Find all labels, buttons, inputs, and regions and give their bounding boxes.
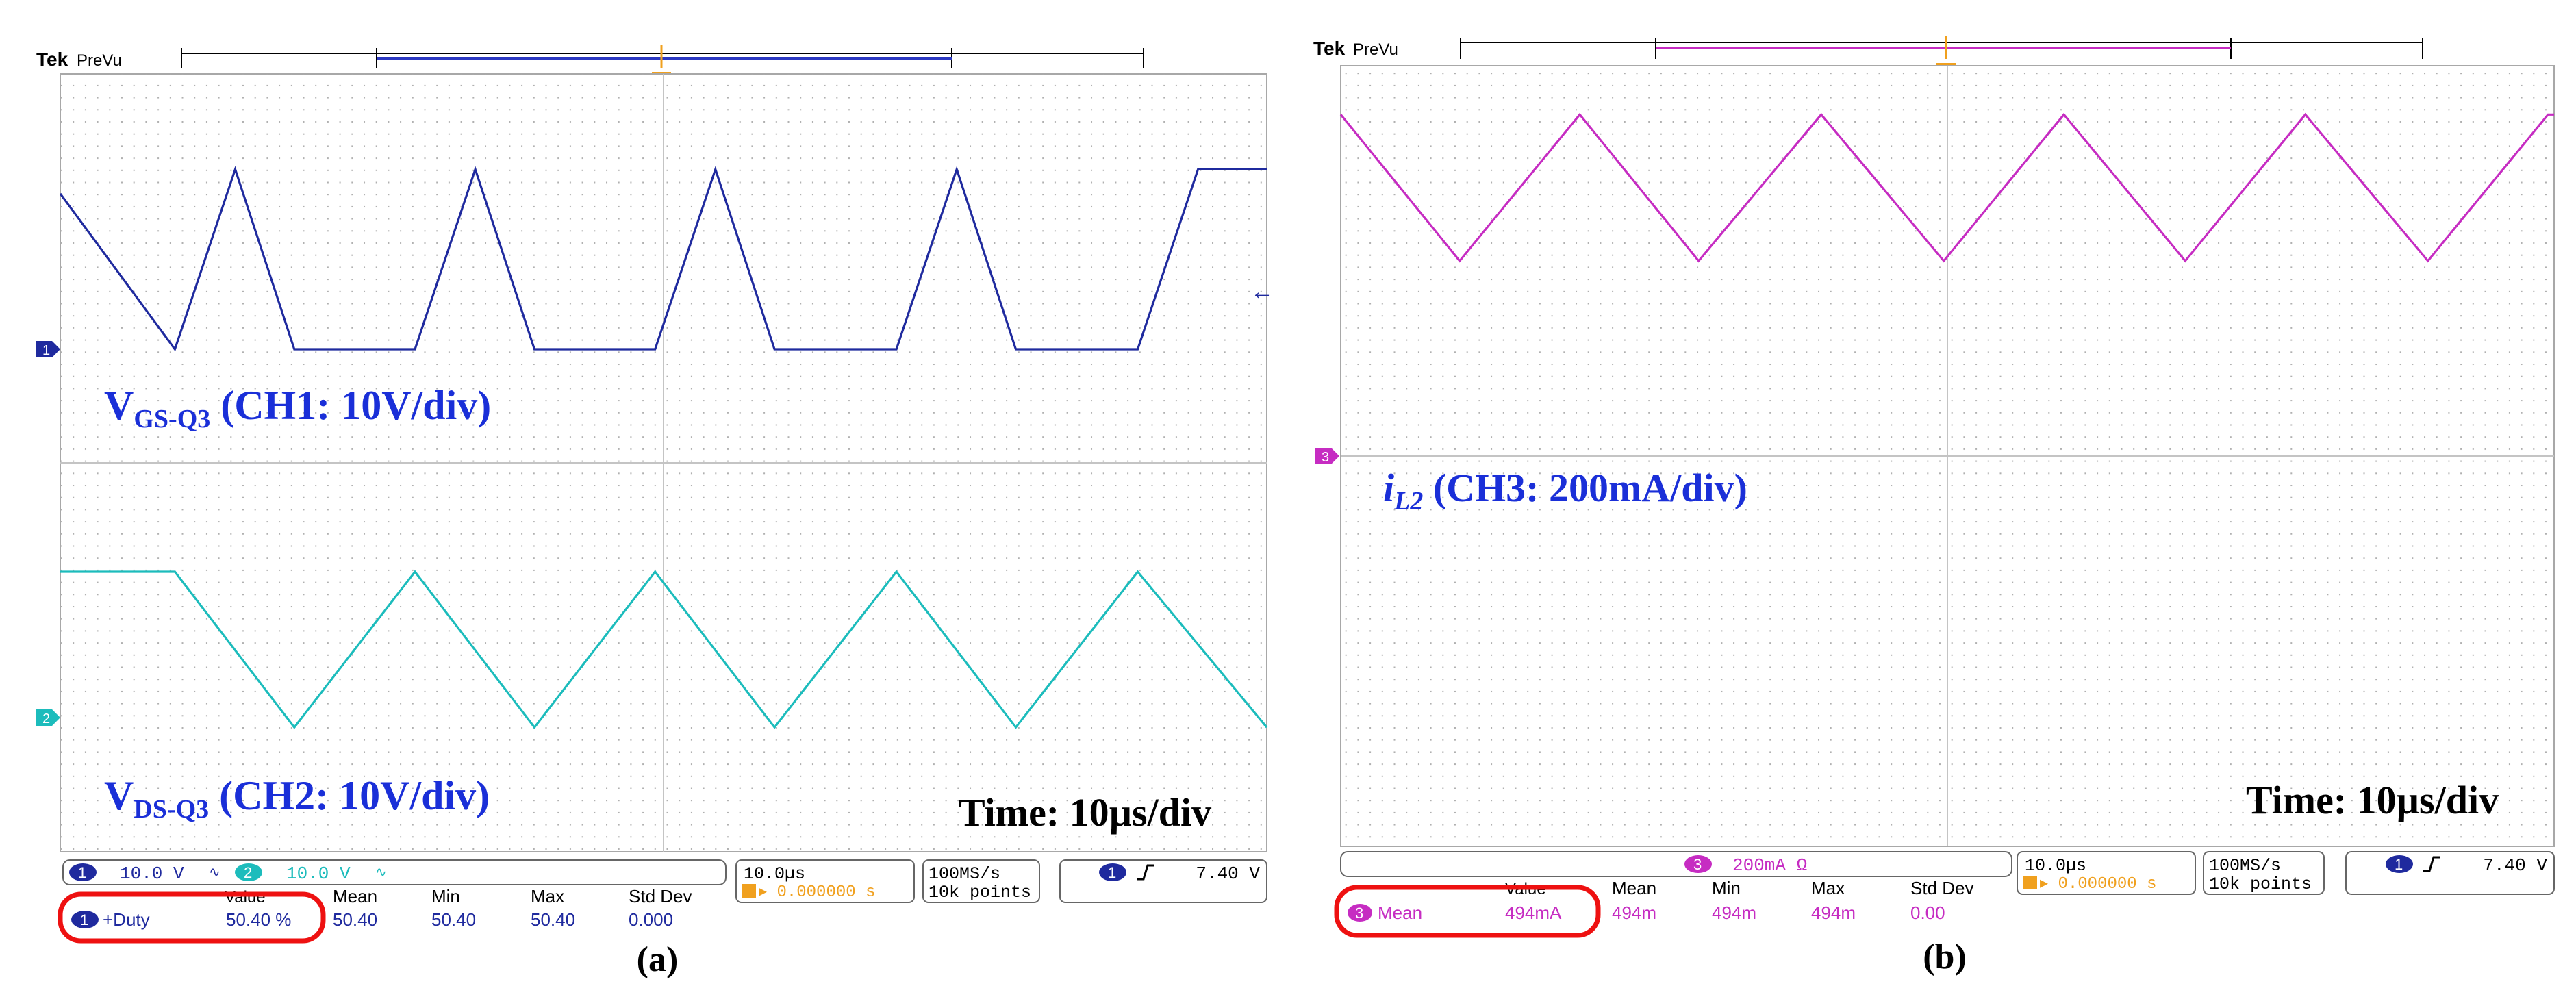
svg-text:Value: Value [225, 888, 266, 907]
svg-text:494m: 494m [1811, 902, 1856, 923]
svg-text:2: 2 [244, 864, 252, 881]
svg-text:494mA: 494mA [1505, 902, 1562, 923]
svg-text:Mean: Mean [333, 886, 377, 907]
svg-text:Mean: Mean [1378, 902, 1422, 923]
duty-highlight-oval [58, 891, 326, 944]
record-view-bar-b [1460, 38, 2423, 59]
svg-text:Max: Max [1811, 878, 1845, 898]
ch2-ground-marker[interactable]: 2 [36, 709, 60, 726]
svg-text:0.000: 0.000 [629, 909, 673, 930]
trigger-level-arrow-a: ← [1250, 279, 1274, 305]
rising-edge-icon [1137, 864, 1154, 881]
svg-text:▸ 0.000000 s: ▸ 0.000000 s [2040, 875, 2156, 894]
time-annotation-b: Time: 10µs/div [2246, 778, 2499, 822]
svg-text:1: 1 [2395, 856, 2403, 873]
svg-text:1: 1 [78, 864, 86, 881]
vgs-annotation: VGS-Q3 (CH1: 10V/div) [104, 383, 491, 433]
mean-highlight-oval [1334, 885, 1601, 938]
svg-text:10.0µs: 10.0µs [744, 864, 805, 884]
svg-text:50.40: 50.40 [333, 909, 377, 930]
channel-bar-b[interactable]: 3 200mA Ω [1340, 851, 2012, 877]
measurement-table-b: Value Mean Min Max Std Dev 3 Mean 494mA … [1348, 878, 1974, 923]
svg-text:3: 3 [1355, 905, 1363, 922]
svg-text:Mean: Mean [1612, 878, 1656, 898]
trigger-box-a[interactable]: 1 7.40 V [1059, 859, 1267, 903]
mode-label-a: PreVu [77, 51, 122, 70]
ch2-bw-icon: ∿ [375, 865, 387, 880]
grid-lines-b [1341, 66, 2554, 846]
timebase-box-a[interactable]: 10.0µs ▸ 0.000000 s [735, 859, 915, 903]
time-annotation-a: Time: 10µs/div [959, 790, 1211, 835]
trigger-box-b[interactable]: 1 7.40 V [2345, 851, 2555, 895]
ch3-scale: 200mA Ω [1732, 855, 1807, 876]
svg-text:0.00: 0.00 [1910, 902, 1945, 923]
svg-text:1: 1 [80, 911, 88, 928]
panel-a: Tek PreVu 1 2 [36, 45, 1274, 979]
svg-text:Min: Min [431, 886, 460, 907]
svg-text:100MS/s: 100MS/s [2209, 856, 2281, 876]
panel-b: Tek PreVu 3 iL2 (CH3: 200mA/div) [1313, 36, 2555, 976]
svg-text:7.40 V: 7.40 V [1196, 863, 1260, 884]
brand-label-a: Tek [36, 49, 68, 70]
svg-text:10k points: 10k points [2209, 874, 2312, 894]
acquisition-box-b[interactable]: 100MS/s 10k points [2203, 851, 2325, 895]
svg-text:3: 3 [1322, 450, 1329, 465]
timebase-box-b[interactable]: 10.0µs ▸ 0.000000 s [2017, 851, 2196, 895]
svg-text:1: 1 [1108, 864, 1116, 881]
svg-text:50.40 %: 50.40 % [226, 909, 291, 930]
caption-a: (a) [637, 940, 679, 979]
svg-text:10k points: 10k points [929, 883, 1031, 902]
grid-lines-a [60, 74, 1267, 852]
svg-text:Max: Max [531, 886, 564, 907]
svg-text:494m: 494m [1712, 902, 1756, 923]
ch1-bw-icon: ∿ [209, 865, 220, 880]
il2-annotation: iL2 (CH3: 200mA/div) [1383, 466, 1747, 516]
mode-label-b: PreVu [1353, 40, 1398, 59]
svg-text:Std Dev: Std Dev [1910, 878, 1974, 898]
svg-text:+Duty: +Duty [103, 909, 150, 930]
svg-text:10.0µs: 10.0µs [2025, 856, 2086, 876]
ch1-scale: 10.0 V [120, 863, 184, 884]
ch3-trace [1339, 112, 2554, 263]
ch1-trace [59, 166, 1267, 352]
svg-text:Min: Min [1712, 878, 1741, 898]
channel-bar-a[interactable]: 1 10.0 V ∿ 2 10.0 V ∿ [62, 859, 727, 885]
svg-text:50.40: 50.40 [431, 909, 476, 930]
svg-text:3: 3 [1693, 856, 1702, 873]
brand-label-b: Tek [1313, 38, 1346, 59]
ch1-ground-marker[interactable]: 1 [36, 341, 60, 358]
acquisition-box-a[interactable]: 100MS/s 10k points [922, 859, 1040, 903]
ch2-trace [60, 570, 1268, 729]
ch2-scale: 10.0 V [286, 863, 351, 884]
svg-text:▸ 0.000000 s: ▸ 0.000000 s [759, 883, 875, 902]
rising-edge-icon [2423, 856, 2440, 872]
vds-annotation: VDS-Q3 (CH2: 10V/div) [104, 773, 490, 824]
svg-text:2: 2 [42, 711, 50, 726]
svg-text:100MS/s: 100MS/s [929, 864, 1000, 884]
svg-text:7.40 V: 7.40 V [2483, 855, 2547, 876]
measurement-table-a: Value Mean Min Max Std Dev 1 +Duty 50.40… [71, 886, 692, 930]
svg-text:1: 1 [42, 343, 50, 358]
caption-b: (b) [1923, 937, 1967, 976]
svg-text:Std Dev: Std Dev [629, 886, 692, 907]
svg-text:494m: 494m [1612, 902, 1656, 923]
ch3-ground-marker[interactable]: 3 [1315, 448, 1339, 465]
svg-text:50.40: 50.40 [531, 909, 575, 930]
